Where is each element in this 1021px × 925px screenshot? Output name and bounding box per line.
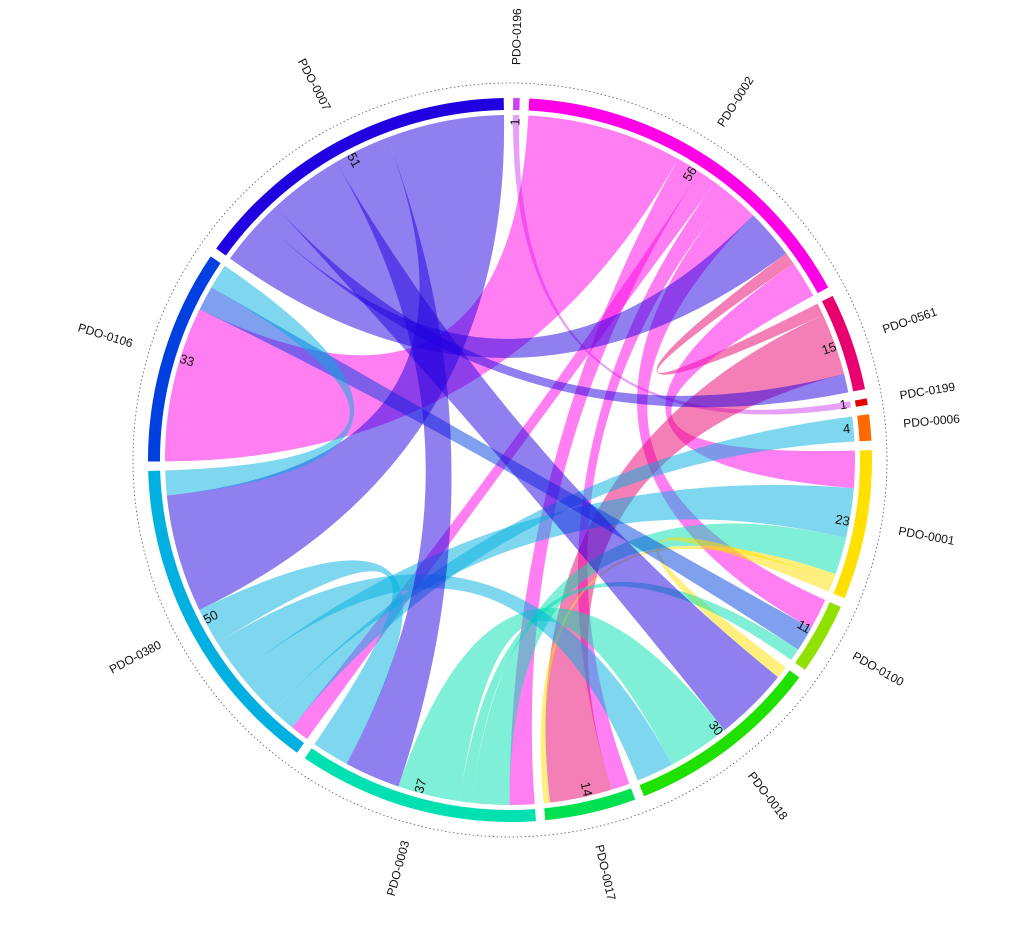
sector-name-label: PDO-0018 <box>745 769 791 823</box>
chord-ribbon <box>165 115 679 462</box>
chord-ribbon <box>217 574 672 781</box>
sector-value-label: 1 <box>839 396 849 412</box>
chord-ribbon <box>229 215 787 358</box>
sector-arc <box>544 788 636 821</box>
sector-arc <box>304 748 536 822</box>
sector-name-label: PDO-0007 <box>295 56 334 113</box>
sector-name-label: PDO-0100 <box>850 649 906 689</box>
sector-value-label: 30 <box>706 718 727 739</box>
outer-scale-circle <box>132 82 888 838</box>
sector-value-label: 23 <box>834 511 851 528</box>
sector-arc <box>639 670 800 797</box>
sector-name-label: PDO-0006 <box>903 412 961 431</box>
chord-ribbon <box>509 158 700 806</box>
sector-name-label: PDO-0001 <box>897 524 956 548</box>
sector-value-label: 11 <box>795 617 814 637</box>
sector-arc <box>857 414 872 442</box>
chord-ribbon <box>665 263 855 489</box>
chord-ribbon <box>471 523 847 805</box>
chord-ribbon <box>166 115 505 610</box>
chord-ribbon <box>165 265 355 496</box>
sector-value-label: 14 <box>578 780 596 797</box>
sector-arc <box>148 256 221 462</box>
chord-ribbon <box>637 194 826 629</box>
sector-arc <box>854 398 868 407</box>
chord-ribbon <box>656 537 834 678</box>
chord-ribbon <box>199 560 403 764</box>
sector-name-label: PDO-0196 <box>509 8 524 65</box>
sector-name-label: PDC-0199 <box>899 380 957 403</box>
sector-value-label: 37 <box>411 777 429 795</box>
sector-arc <box>513 98 520 111</box>
sector-arc <box>833 450 872 599</box>
sector-name-label: PDO-0002 <box>714 74 756 130</box>
sector-name-label: PDO-0003 <box>384 839 412 898</box>
sector-name-label: PDO-0106 <box>76 320 135 350</box>
sector-arc <box>821 295 865 392</box>
chord-ribbon <box>545 314 845 803</box>
chords <box>165 115 855 806</box>
sector-name-label: PDO-0017 <box>592 843 618 902</box>
sector-value-label: 33 <box>178 351 196 370</box>
sector-value-label: 4 <box>842 421 851 437</box>
sector-name-label: PDO-0561 <box>881 304 939 336</box>
sector-value-label: 15 <box>820 339 839 358</box>
sector-value-label: 56 <box>679 164 699 184</box>
chord-ribbon <box>199 287 812 650</box>
sector-arc <box>795 602 841 670</box>
chord-ribbon <box>398 607 725 802</box>
sector-value-label: 1 <box>507 118 522 126</box>
sector-value-label: 50 <box>201 607 221 627</box>
sector-name-label: PDO-0380 <box>107 637 164 676</box>
chord-ribbon <box>656 253 823 375</box>
sector-value-label: 51 <box>344 150 364 170</box>
